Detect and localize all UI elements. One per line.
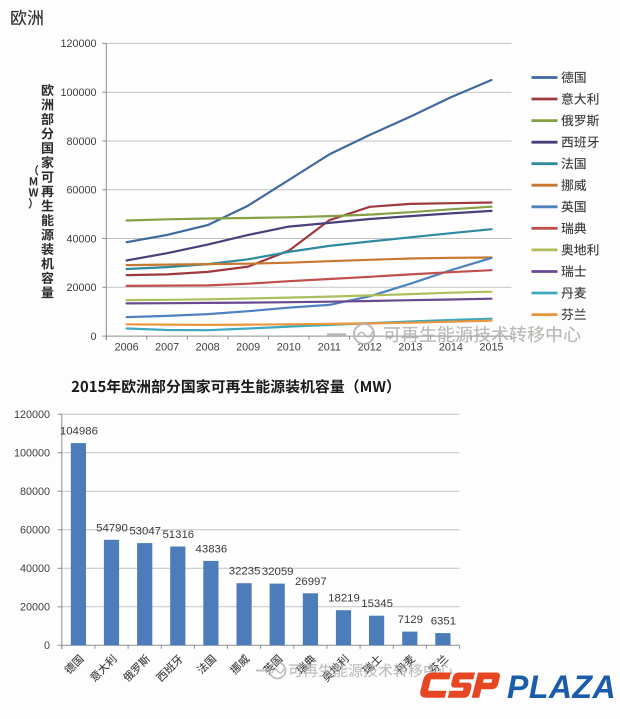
svg-text:51316: 51316	[162, 529, 194, 541]
svg-text:80000: 80000	[66, 136, 96, 148]
svg-text:32235: 32235	[229, 566, 261, 578]
svg-text:2008: 2008	[196, 342, 220, 354]
svg-text:120000: 120000	[60, 38, 96, 50]
svg-text:104986: 104986	[60, 426, 98, 438]
svg-text:6351: 6351	[431, 616, 456, 628]
svg-text:26997: 26997	[295, 576, 327, 588]
svg-text:60000: 60000	[66, 185, 96, 197]
svg-text:2015: 2015	[479, 342, 503, 354]
svg-text:2014: 2014	[439, 342, 463, 354]
svg-text:100000: 100000	[60, 87, 96, 99]
svg-text:2007: 2007	[155, 342, 179, 354]
svg-text:2011: 2011	[318, 342, 341, 354]
svg-text:80000: 80000	[20, 486, 50, 498]
svg-text:54790: 54790	[96, 522, 128, 534]
svg-text:2013: 2013	[398, 342, 422, 354]
svg-text:20000: 20000	[66, 282, 96, 294]
svg-text:0: 0	[44, 640, 50, 652]
svg-text:120000: 120000	[14, 409, 50, 421]
svg-text:0: 0	[90, 331, 96, 343]
svg-text:32059: 32059	[262, 566, 294, 578]
svg-text:7129: 7129	[398, 614, 423, 626]
svg-text:2009: 2009	[236, 342, 260, 354]
svg-text:100000: 100000	[14, 448, 50, 460]
svg-text:PLAZA: PLAZA	[507, 669, 616, 705]
svg-text:60000: 60000	[20, 525, 50, 537]
svg-text:15345: 15345	[361, 598, 393, 610]
svg-text:40000: 40000	[66, 233, 96, 245]
svg-text:40000: 40000	[20, 563, 50, 575]
svg-text:53047: 53047	[129, 526, 161, 538]
svg-text:2006: 2006	[115, 342, 139, 354]
svg-text:2010: 2010	[277, 342, 301, 354]
svg-text:18219: 18219	[328, 593, 360, 605]
svg-text:43836: 43836	[196, 543, 228, 555]
svg-text:20000: 20000	[20, 602, 50, 614]
